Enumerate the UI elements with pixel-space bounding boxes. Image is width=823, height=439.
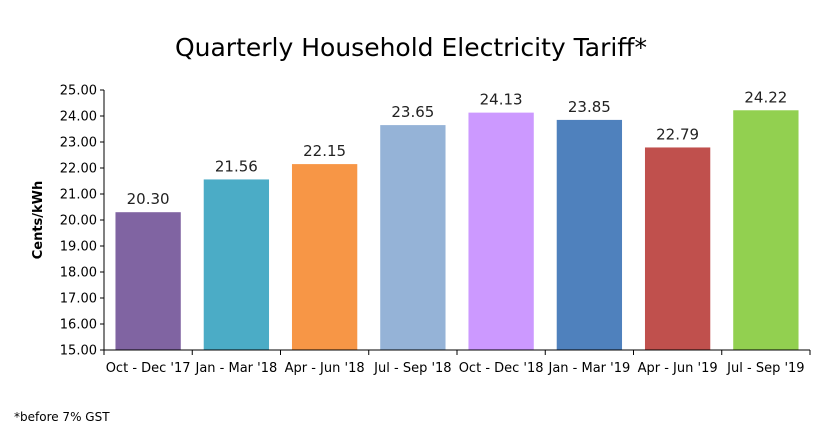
y-tick-label: 21.00 xyxy=(60,188,97,203)
bar xyxy=(556,119,623,351)
x-tick-label: Apr - Jun '18 xyxy=(285,361,365,376)
bar xyxy=(203,179,270,350)
y-axis-title: Cents/kWh xyxy=(31,181,46,260)
footnote: *before 7% GST xyxy=(14,410,110,424)
bar-value-label: 23.85 xyxy=(568,98,611,116)
y-tick-label: 16.00 xyxy=(60,318,97,333)
y-axis-ticks: 15.00 16.00 17.00 18.00 19.00 20.00 21.00 22.00… xyxy=(60,84,104,359)
bar xyxy=(380,125,446,350)
x-axis-ticks: Oct - Dec '17 Jan - Mar '18 Apr - Jun '18 J… xyxy=(103,350,811,376)
y-tick-label: 17.00 xyxy=(60,292,97,307)
bar xyxy=(291,164,358,350)
bar-value-label: 22.79 xyxy=(656,125,699,143)
bar-value-label: 21.56 xyxy=(215,157,258,175)
y-tick-label: 22.00 xyxy=(60,162,97,177)
y-tick-label: 15.00 xyxy=(60,344,97,359)
x-tick-label: Jan - Mar '19 xyxy=(547,361,630,376)
y-tick-label: 24.00 xyxy=(60,110,97,125)
x-tick-label: Oct - Dec '17 xyxy=(106,361,191,376)
bar-value-label: 24.13 xyxy=(480,91,523,109)
chart-title: Quarterly Household Electricity Tariff* xyxy=(175,33,647,62)
bar xyxy=(733,110,799,350)
y-tick-label: 20.00 xyxy=(60,214,97,229)
bars-group: 20.30 21.56 22.15 23.65 24.13 23.85 22.79 24.22 xyxy=(115,88,799,351)
x-tick-label: Oct - Dec '18 xyxy=(459,361,544,376)
bar-value-label: 24.22 xyxy=(744,88,787,106)
bar-value-label: 23.65 xyxy=(391,103,434,121)
x-tick-label: Jul - Sep '18 xyxy=(373,361,451,376)
bar xyxy=(644,147,711,350)
bar-value-label: 20.30 xyxy=(127,190,170,208)
y-tick-label: 18.00 xyxy=(60,266,97,281)
y-tick-label: 19.00 xyxy=(60,240,97,255)
x-tick-label: Apr - Jun '19 xyxy=(638,361,718,376)
bar xyxy=(115,212,181,350)
x-tick-label: Jul - Sep '19 xyxy=(726,361,804,376)
bar xyxy=(468,112,534,351)
bar-value-label: 22.15 xyxy=(303,142,346,160)
chart-svg: Quarterly Household Electricity Tariff* … xyxy=(31,33,811,376)
x-tick-label: Jan - Mar '18 xyxy=(194,361,277,376)
y-tick-label: 23.00 xyxy=(60,136,97,151)
y-tick-label: 25.00 xyxy=(60,84,97,99)
